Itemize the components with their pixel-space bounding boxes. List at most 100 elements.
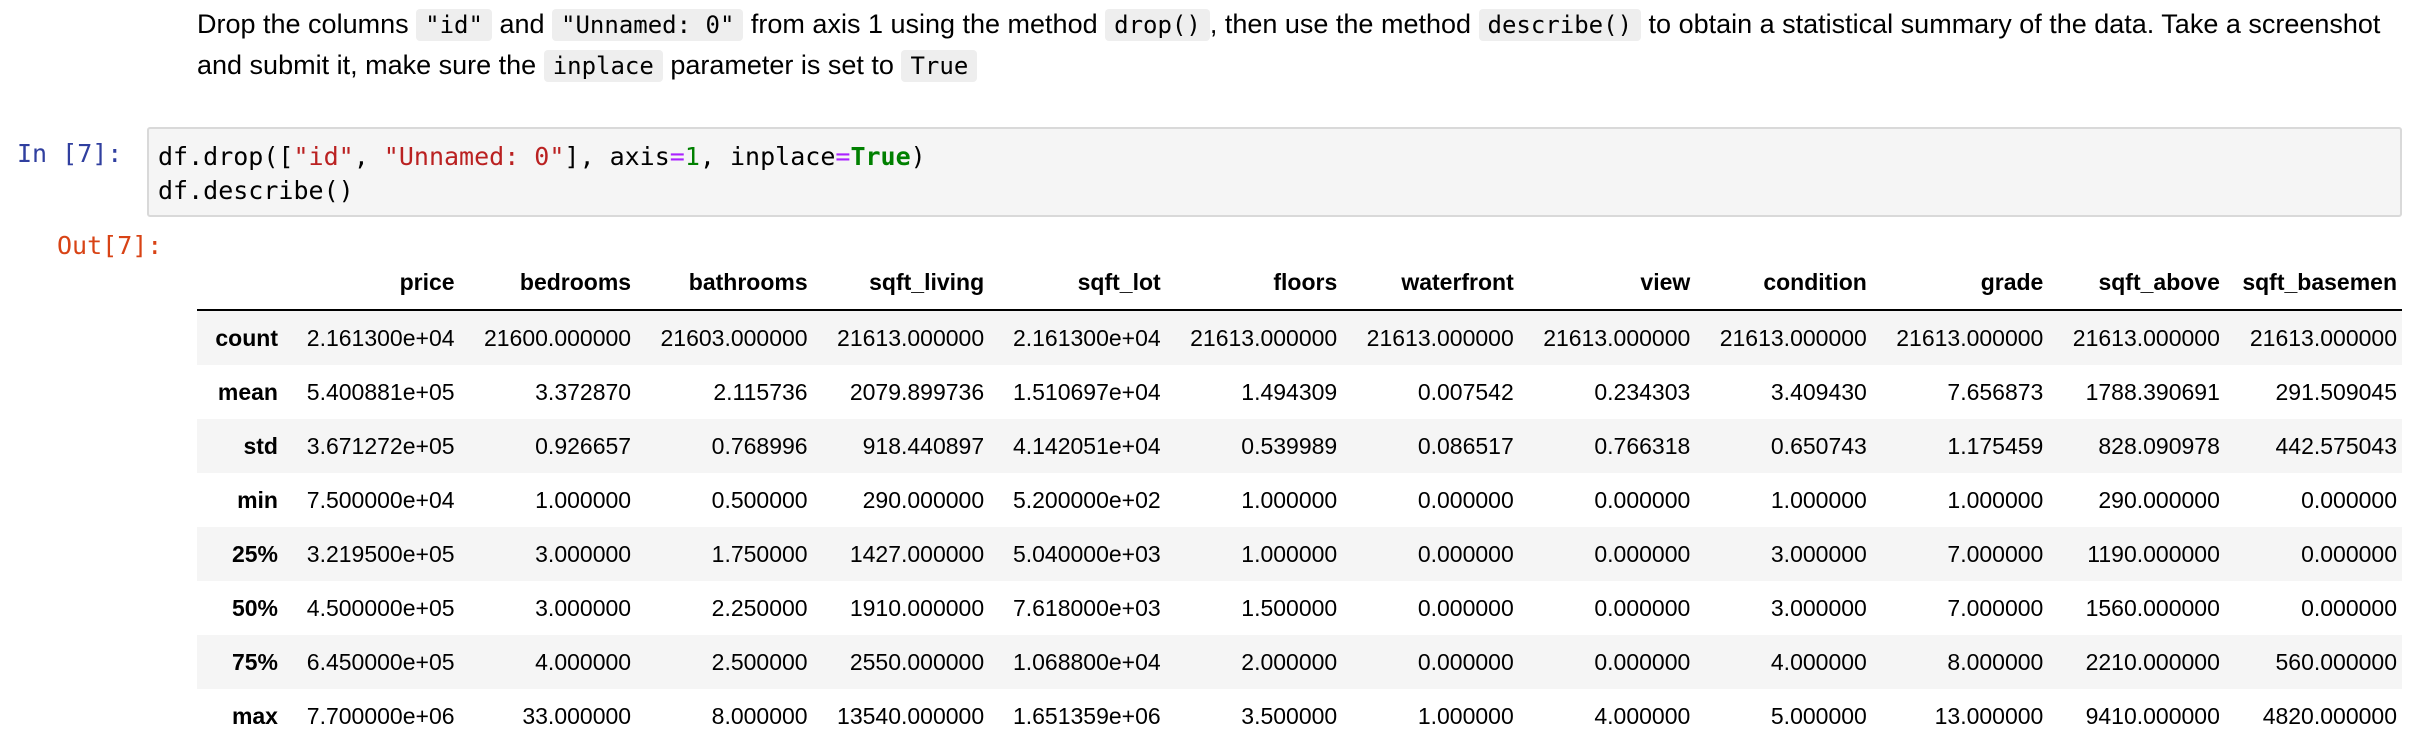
table-cell: 1560.000000	[2048, 581, 2225, 635]
md-code-inplace: inplace	[544, 50, 663, 82]
table-cell: 2550.000000	[813, 635, 990, 689]
code-cell-editor[interactable]: df.drop(["id", "Unnamed: 0"], axis=1, in…	[147, 127, 2402, 217]
table-cell: 3.409430	[1695, 365, 1872, 419]
md-code-unnamed: "Unnamed: 0"	[552, 9, 743, 41]
table-cell: 2.161300e+04	[283, 310, 460, 365]
row-label: mean	[197, 365, 283, 419]
code-line-2: df.describe()	[158, 176, 354, 205]
table-cell: 0.768996	[636, 419, 813, 473]
table-cell: 0.234303	[1519, 365, 1696, 419]
table-cell: 21613.000000	[813, 310, 990, 365]
table-cell: 7.000000	[1872, 581, 2049, 635]
table-cell: 1.000000	[460, 473, 637, 527]
table-cell: 21613.000000	[1872, 310, 2049, 365]
code-text: )	[911, 142, 926, 171]
table-row: count 2.161300e+04 21600.000000 21603.00000…	[197, 310, 2402, 365]
column-header: waterfront	[1342, 255, 1519, 310]
table-cell: 290.000000	[2048, 473, 2225, 527]
table-row: max 7.700000e+06 33.000000 8.000000 13540.00…	[197, 689, 2402, 743]
table-cell: 5.200000e+02	[989, 473, 1166, 527]
column-header: sqft_living	[813, 255, 990, 310]
table-cell: 0.000000	[1519, 527, 1696, 581]
table-cell: 0.000000	[1519, 473, 1696, 527]
table-cell: 5.040000e+03	[989, 527, 1166, 581]
table-cell: 0.000000	[1342, 473, 1519, 527]
table-cell: 3.000000	[1695, 527, 1872, 581]
table-cell: 3.500000	[1166, 689, 1343, 743]
index-header	[197, 255, 283, 310]
table-cell: 1.000000	[1695, 473, 1872, 527]
column-header: sqft_lot	[989, 255, 1166, 310]
table-cell: 21613.000000	[1519, 310, 1696, 365]
input-prompt: In [7]:	[17, 139, 122, 168]
column-header: bathrooms	[636, 255, 813, 310]
code-text: , inplace	[700, 142, 835, 171]
table-cell: 0.766318	[1519, 419, 1696, 473]
table-cell: 4820.000000	[2225, 689, 2402, 743]
code-number: 1	[685, 142, 700, 171]
table-cell: 3.219500e+05	[283, 527, 460, 581]
table-cell: 1.494309	[1166, 365, 1343, 419]
table-cell: 918.440897	[813, 419, 990, 473]
code-operator: =	[670, 142, 685, 171]
table-cell: 0.007542	[1342, 365, 1519, 419]
md-text: from axis 1 using the method	[751, 9, 1098, 39]
table-cell: 0.000000	[1342, 581, 1519, 635]
table-cell: 0.926657	[460, 419, 637, 473]
column-header: sqft_basemen	[2225, 255, 2402, 310]
table-cell: 0.000000	[2225, 473, 2402, 527]
table-cell: 442.575043	[2225, 419, 2402, 473]
md-code-true: True	[901, 50, 977, 82]
table-cell: 1.000000	[1872, 473, 2049, 527]
md-code-describe: describe()	[1479, 9, 1642, 41]
table-cell: 0.500000	[636, 473, 813, 527]
row-label: 25%	[197, 527, 283, 581]
table-cell: 2.000000	[1166, 635, 1343, 689]
table-cell: 0.000000	[2225, 527, 2402, 581]
column-header: view	[1519, 255, 1696, 310]
column-header: sqft_above	[2048, 255, 2225, 310]
table-cell: 1.000000	[1342, 689, 1519, 743]
table-cell: 2.500000	[636, 635, 813, 689]
table-cell: 4.142051e+04	[989, 419, 1166, 473]
table-cell: 8.000000	[1872, 635, 2049, 689]
table-cell: 0.000000	[2225, 581, 2402, 635]
table-cell: 21613.000000	[1166, 310, 1343, 365]
output-prompt: Out[7]:	[57, 231, 162, 260]
code-operator: =	[835, 142, 850, 171]
row-label: 50%	[197, 581, 283, 635]
md-text: parameter is set to	[670, 50, 894, 80]
table-cell: 3.000000	[460, 581, 637, 635]
table-cell: 3.000000	[1695, 581, 1872, 635]
table-cell: 828.090978	[2048, 419, 2225, 473]
row-label: std	[197, 419, 283, 473]
code-string: "id"	[293, 142, 353, 171]
code-keyword: True	[850, 142, 910, 171]
table-cell: 7.618000e+03	[989, 581, 1166, 635]
column-header: floors	[1166, 255, 1343, 310]
row-label: max	[197, 689, 283, 743]
table-cell: 33.000000	[460, 689, 637, 743]
table-cell: 2.115736	[636, 365, 813, 419]
table-cell: 1910.000000	[813, 581, 990, 635]
describe-table: price bedrooms bathrooms sqft_living sqft_lo…	[197, 255, 2402, 743]
table-cell: 1.651359e+06	[989, 689, 1166, 743]
table-cell: 8.000000	[636, 689, 813, 743]
table-row: mean 5.400881e+05 3.372870 2.115736 2079.899…	[197, 365, 2402, 419]
table-cell: 1.068800e+04	[989, 635, 1166, 689]
table-cell: 7.000000	[1872, 527, 2049, 581]
table-cell: 1.175459	[1872, 419, 2049, 473]
table-row: 50% 4.500000e+05 3.000000 2.250000 1910.0000…	[197, 581, 2402, 635]
table-cell: 3.372870	[460, 365, 637, 419]
table-header-row: price bedrooms bathrooms sqft_living sqft_lo…	[197, 255, 2402, 310]
table-cell: 7.700000e+06	[283, 689, 460, 743]
md-text: and	[499, 9, 544, 39]
table-cell: 21613.000000	[2048, 310, 2225, 365]
table-cell: 1.000000	[1166, 473, 1343, 527]
markdown-instructions: Drop the columns "id" and "Unnamed: 0" f…	[197, 4, 2397, 86]
output-area: price bedrooms bathrooms sqft_living sqft_lo…	[197, 255, 2402, 745]
table-cell: 3.671272e+05	[283, 419, 460, 473]
table-cell: 21613.000000	[1342, 310, 1519, 365]
table-cell: 290.000000	[813, 473, 990, 527]
row-label: min	[197, 473, 283, 527]
